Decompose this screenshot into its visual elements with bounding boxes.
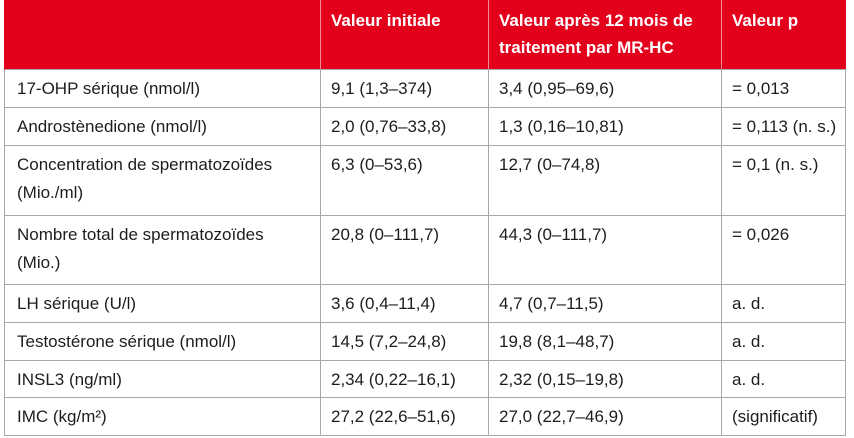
initial-value-cell: 2,34 (0,22–16,1): [321, 361, 489, 398]
initial-value-cell: 3,6 (0,4–11,4): [321, 285, 489, 323]
p-value-cell: a. d.: [722, 361, 846, 398]
after-treatment-value-cell: 12,7 (0–74,8): [489, 146, 722, 216]
after-treatment-value-cell: 3,4 (0,95–69,6): [489, 70, 722, 108]
p-value-cell: (significatif): [722, 398, 846, 436]
parameter-cell: INSL3 (ng/ml): [4, 361, 321, 398]
after-treatment-value-cell: 44,3 (0–111,7): [489, 216, 722, 285]
initial-value-cell: 27,2 (22,6–51,6): [321, 398, 489, 436]
initial-value-cell: 20,8 (0–111,7): [321, 216, 489, 285]
after-treatment-value-cell: 19,8 (8,1–48,7): [489, 323, 722, 361]
header-p-value: Valeur p: [722, 0, 846, 70]
p-value-cell: = 0,026: [722, 216, 846, 285]
p-value-cell: = 0,013: [722, 70, 846, 108]
header-empty-cell: [4, 0, 321, 70]
p-value-cell: a. d.: [722, 323, 846, 361]
parameter-cell: LH sérique (U/l): [4, 285, 321, 323]
initial-value-cell: 2,0 (0,76–33,8): [321, 108, 489, 146]
p-value-cell: = 0,1 (n. s.): [722, 146, 846, 216]
header-initial-value: Valeur initiale: [321, 0, 489, 70]
parameter-cell: Testostérone sérique (nmol/l): [4, 323, 321, 361]
parameter-cell: Concentration de spermatozoïdes (Mio./ml…: [4, 146, 321, 216]
initial-value-cell: 14,5 (7,2–24,8): [321, 323, 489, 361]
parameter-cell: Nombre total de spermatozoïdes (Mio.): [4, 216, 321, 285]
after-treatment-value-cell: 2,32 (0,15–19,8): [489, 361, 722, 398]
parameter-cell: IMC (kg/m²): [4, 398, 321, 436]
initial-value-cell: 9,1 (1,3–374): [321, 70, 489, 108]
after-treatment-value-cell: 27,0 (22,7–46,9): [489, 398, 722, 436]
after-treatment-value-cell: 1,3 (0,16–10,81): [489, 108, 722, 146]
p-value-cell: = 0,113 (n. s.): [722, 108, 846, 146]
p-value-cell: a. d.: [722, 285, 846, 323]
after-treatment-value-cell: 4,7 (0,7–11,5): [489, 285, 722, 323]
parameter-cell: Androstènedione (nmol/l): [4, 108, 321, 146]
results-table: Valeur initiale Valeur après 12 mois de …: [4, 0, 846, 436]
initial-value-cell: 6,3 (0–53,6): [321, 146, 489, 216]
parameter-cell: 17-OHP sérique (nmol/l): [4, 70, 321, 108]
header-after-treatment-value: Valeur après 12 mois de traitement par M…: [489, 0, 722, 70]
